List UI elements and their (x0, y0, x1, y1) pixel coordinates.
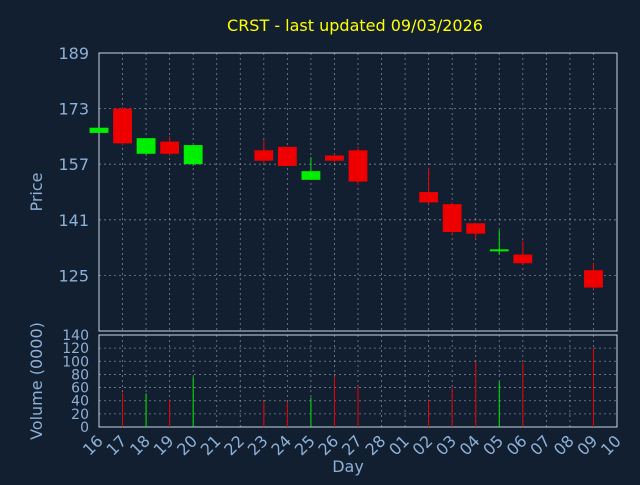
price-ytick-label: 125 (58, 266, 89, 285)
price-panel-frame (98, 52, 618, 332)
candle-body-up (136, 138, 156, 154)
volume-ytick-label: 60 (71, 381, 89, 397)
candle-body-up (301, 171, 321, 180)
volume-axis-title: Volume (0000) (27, 322, 46, 440)
volume-ytick-label: 0 (80, 420, 89, 436)
text-layer: 1891731571411250204060801001201401617181… (27, 16, 625, 476)
volume-layer (122, 348, 594, 427)
candle-body-down (113, 108, 132, 144)
volume-ytick-label: 40 (71, 394, 89, 410)
candle-body-down (419, 192, 439, 203)
candle-body-down (160, 141, 180, 154)
volume-ytick-label: 120 (62, 341, 89, 357)
candles-layer (89, 106, 603, 290)
candle-body-up (183, 145, 203, 165)
candle-body-down (348, 150, 368, 182)
x-axis-title: Day (332, 457, 364, 476)
candle-body-down (442, 204, 462, 232)
volume-ytick-label: 20 (71, 407, 89, 423)
candle-body-down (466, 223, 486, 234)
candle-body-down (254, 150, 274, 161)
candle-body-down (513, 254, 533, 264)
candle-body-up (489, 249, 509, 252)
price-ytick-label: 157 (58, 155, 89, 174)
candle-body-down (277, 146, 297, 166)
volume-ytick-label: 100 (62, 354, 89, 370)
volume-ytick-label: 140 (62, 328, 89, 344)
xtick-label: 10 (597, 431, 625, 459)
price-ytick-label: 141 (58, 211, 89, 230)
chart-title: CRST - last updated 09/03/2026 (227, 16, 483, 35)
candle-body-down (584, 270, 603, 288)
price-axis-title: Price (27, 172, 46, 211)
grid-layer (98, 52, 618, 428)
candle-body-down (325, 155, 344, 161)
volume-ytick-label: 80 (71, 367, 89, 383)
price-ytick-label: 173 (58, 100, 89, 119)
candle-body-up (89, 127, 109, 133)
price-ytick-label: 189 (58, 44, 89, 63)
